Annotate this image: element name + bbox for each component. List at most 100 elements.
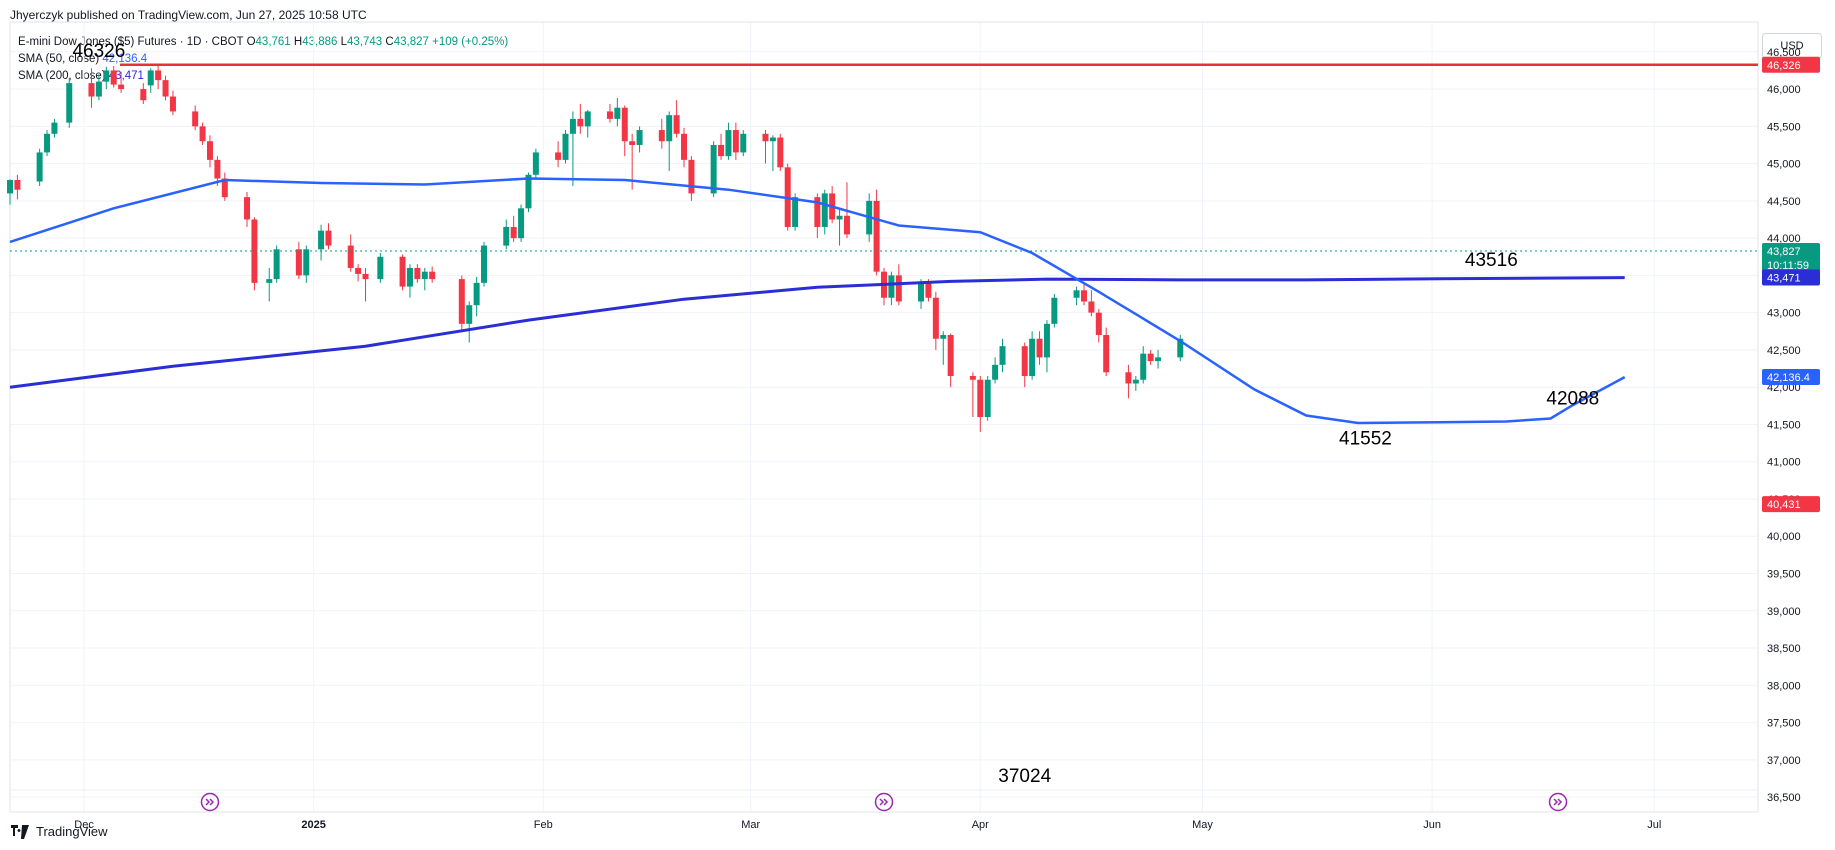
candle xyxy=(518,204,525,242)
symbol-name[interactable]: E-mini Dow Jones ($5) Futures · 1D · CBO… xyxy=(18,36,244,48)
candle-body xyxy=(36,152,43,182)
y-tick-label: 41,500 xyxy=(1767,419,1801,431)
y-tick-label: 37,500 xyxy=(1767,718,1801,730)
grid-lines xyxy=(10,22,1758,812)
candle-body xyxy=(555,152,562,160)
x-tick-label: Apr xyxy=(972,819,989,831)
candle xyxy=(244,191,251,227)
candle xyxy=(510,215,517,242)
event-marker-icon[interactable] xyxy=(874,792,894,812)
candle-body xyxy=(732,130,739,153)
chart-legend: E-mini Dow Jones ($5) Futures · 1D · CBO… xyxy=(18,34,508,85)
y-tick-label: 39,500 xyxy=(1767,569,1801,581)
candle xyxy=(992,357,999,384)
candle-body xyxy=(792,197,799,227)
event-marker-icon[interactable] xyxy=(1548,792,1568,812)
candle xyxy=(947,333,954,388)
x-tick-label: Dec xyxy=(74,819,94,831)
candle xyxy=(88,68,95,108)
candle xyxy=(221,172,228,201)
candle xyxy=(406,264,413,298)
price-tag-label: 40,431 xyxy=(1767,499,1801,511)
candle-body xyxy=(1132,379,1139,384)
y-tick-label: 42,000 xyxy=(1767,382,1801,394)
candle-body xyxy=(251,219,258,283)
candle xyxy=(1147,349,1154,365)
candle xyxy=(673,100,680,138)
candle-body xyxy=(518,208,525,239)
annotation-label: 37024 xyxy=(998,766,1051,787)
candle xyxy=(658,118,665,149)
candle-body xyxy=(244,197,251,220)
candle xyxy=(1051,294,1058,328)
candle-body xyxy=(362,273,369,280)
candle-body xyxy=(192,111,199,127)
close-label: C xyxy=(385,36,394,48)
candle xyxy=(103,66,110,90)
candle-body xyxy=(1073,290,1080,298)
candle xyxy=(458,275,465,332)
candle xyxy=(873,189,880,276)
candle-body xyxy=(44,133,51,153)
candle-body xyxy=(429,271,436,280)
candle xyxy=(206,135,213,168)
candle-body xyxy=(814,197,821,227)
candle xyxy=(118,71,125,93)
annotation-label: 43516 xyxy=(1465,250,1518,271)
y-tick-label: 44,000 xyxy=(1767,233,1801,245)
candle-body xyxy=(303,249,310,276)
candle-body xyxy=(88,83,95,97)
currency-button[interactable]: USD xyxy=(1762,33,1822,59)
candle xyxy=(1043,320,1050,373)
tradingview-logo-icon xyxy=(11,824,29,839)
price-tag xyxy=(1762,243,1820,274)
candle-body xyxy=(681,133,688,160)
candle xyxy=(503,219,510,250)
candle xyxy=(414,264,421,283)
candle xyxy=(940,331,947,365)
price-tag-label: 42,136.4 xyxy=(1767,372,1810,384)
sma50-row[interactable]: SMA (50, close) 42,136.4 xyxy=(18,51,508,68)
candle xyxy=(318,224,325,261)
candle-body xyxy=(673,115,680,134)
candle-body xyxy=(199,126,206,142)
candle-body xyxy=(110,70,117,85)
candle-body xyxy=(510,226,517,239)
open-value: 43,761 xyxy=(255,36,291,48)
footer: TradingView xyxy=(10,824,108,839)
candle-body xyxy=(7,180,13,194)
candle xyxy=(577,103,584,134)
candle xyxy=(325,223,332,250)
candle xyxy=(614,98,621,127)
sma50-line xyxy=(9,177,1626,425)
y-tick-label: 38,000 xyxy=(1767,680,1801,692)
chart-frame xyxy=(9,21,1759,813)
candle-body xyxy=(318,230,325,250)
candle-body xyxy=(947,335,954,377)
candle xyxy=(199,122,206,145)
x-tick-label: Feb xyxy=(534,819,553,831)
low-label: L xyxy=(340,36,348,48)
candle xyxy=(718,133,725,160)
candle-body xyxy=(525,174,532,209)
candle xyxy=(155,64,162,90)
annotation-label: 42088 xyxy=(1546,389,1599,410)
candle xyxy=(51,118,58,138)
candle-body xyxy=(206,141,213,160)
candle-body xyxy=(562,133,569,160)
candle xyxy=(1103,327,1110,377)
candle xyxy=(977,376,984,432)
candle-body xyxy=(1029,338,1036,377)
candle xyxy=(681,127,688,168)
y-tick-label: 40,000 xyxy=(1767,531,1801,543)
candle xyxy=(821,189,828,235)
candle xyxy=(466,301,473,343)
event-marker-icon[interactable] xyxy=(200,792,220,812)
candle-body xyxy=(1021,346,1028,377)
candle xyxy=(362,267,369,302)
candle-body xyxy=(1051,297,1058,324)
candle xyxy=(1177,335,1184,362)
candle-body xyxy=(940,335,947,339)
